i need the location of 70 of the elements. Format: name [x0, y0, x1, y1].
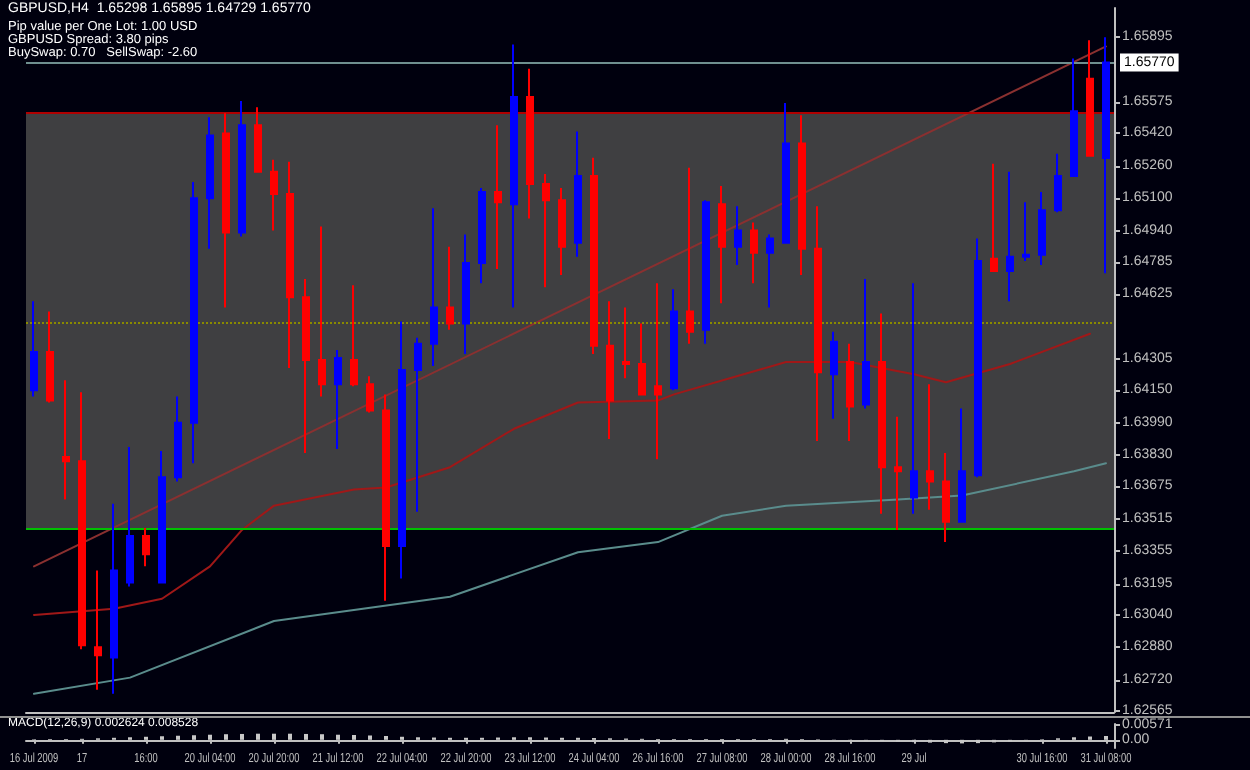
candlestick — [254, 106, 262, 173]
candlestick — [414, 336, 422, 513]
candlestick — [670, 288, 678, 392]
candlestick — [830, 330, 838, 420]
candlestick — [638, 322, 646, 396]
candlestick — [782, 102, 790, 244]
candlestick — [110, 502, 118, 695]
candlestick — [302, 278, 310, 455]
candlestick — [734, 205, 742, 266]
candlestick — [574, 130, 582, 258]
candlestick — [238, 100, 246, 238]
candlestick — [94, 569, 102, 691]
candlestick — [30, 300, 38, 398]
candlestick — [286, 160, 294, 370]
candlestick — [686, 166, 694, 345]
candlestick — [126, 446, 134, 588]
candlestick — [590, 156, 598, 355]
line-series — [33, 462, 1107, 695]
candlestick — [78, 391, 86, 651]
candlestick — [206, 116, 214, 250]
candlestick — [334, 348, 342, 451]
candlestick — [558, 187, 566, 277]
candlestick — [814, 205, 822, 442]
candlestick — [1070, 57, 1078, 177]
candlestick — [510, 43, 518, 309]
candlestick — [606, 300, 614, 440]
candlestick — [702, 199, 710, 345]
candlestick — [1102, 36, 1110, 275]
candlestick — [718, 185, 726, 305]
candlestick — [942, 452, 950, 544]
candlestick — [1086, 39, 1094, 157]
candlestick — [862, 278, 870, 410]
candlestick — [462, 233, 470, 355]
candlestick — [382, 393, 390, 602]
candlestick — [542, 172, 550, 289]
candlestick — [1054, 152, 1062, 214]
candlestick — [958, 407, 966, 523]
candlestick — [974, 237, 982, 479]
candlestick — [62, 379, 70, 501]
candlestick — [430, 207, 438, 368]
candlestick — [46, 310, 54, 404]
candlestick — [990, 162, 998, 272]
candlestick — [798, 114, 806, 277]
candlestick — [478, 187, 486, 285]
candlestick — [878, 312, 886, 515]
candlestick — [766, 233, 774, 309]
line-series — [33, 332, 1091, 616]
candlestick — [494, 124, 502, 270]
candlestick — [350, 284, 358, 388]
candlestick — [894, 415, 902, 531]
candlestick — [190, 180, 198, 465]
candlestick — [926, 383, 934, 511]
candlestick — [446, 245, 454, 331]
candlestick — [1038, 191, 1046, 266]
candlestick — [1006, 170, 1014, 303]
candlestick — [158, 450, 166, 584]
candlestick — [366, 375, 374, 414]
candlestick — [270, 158, 278, 232]
candlestick — [750, 221, 758, 285]
candlestick — [526, 67, 534, 220]
candlestick — [622, 306, 630, 380]
candlestick — [846, 342, 854, 442]
candlestick — [318, 225, 326, 398]
candlestick — [398, 320, 406, 580]
candlestick — [222, 112, 230, 309]
candlestick — [142, 526, 150, 568]
candlestick — [1022, 201, 1030, 262]
candlestick — [174, 395, 182, 483]
candlestick — [654, 282, 662, 461]
candlestick — [910, 282, 918, 515]
